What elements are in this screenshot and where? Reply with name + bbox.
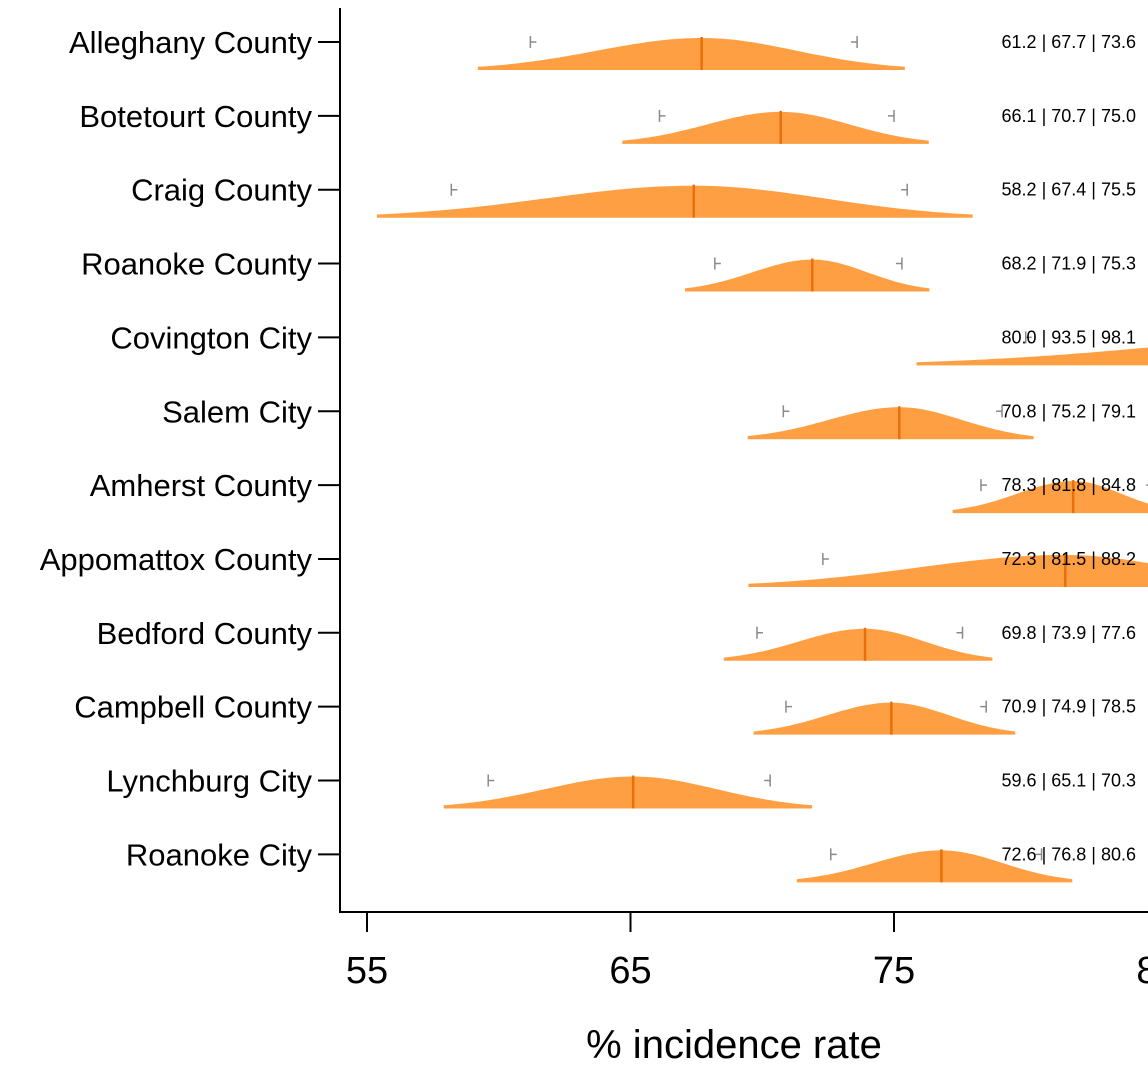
value-label: 69.8 | 73.9 | 77.6 — [1002, 623, 1136, 643]
ci-low-marker — [756, 626, 763, 639]
value-label: 68.2 | 71.9 | 75.3 — [1002, 254, 1136, 274]
ci-low-marker — [1025, 331, 1032, 344]
row-roanoke-city: Roanoke City 72.6 | 76.8 | 80.6 — [126, 837, 1136, 883]
category-label: Lynchburg City — [106, 764, 312, 799]
row-salem-city: Salem City 70.8 | 75.2 | 79.1 — [162, 394, 1136, 440]
x-tick-label: 65 — [609, 950, 651, 992]
category-label: Appomattox County — [40, 542, 313, 577]
row-appomattox-county: Appomattox County 72.3 | 81.5 | 88.2 — [40, 542, 1148, 587]
category-label: Campbell County — [74, 690, 312, 725]
ci-high-marker — [895, 257, 903, 270]
x-ticks: 5565758595 — [346, 912, 1148, 992]
category-label: Roanoke City — [126, 837, 313, 872]
ci-high-marker — [1035, 848, 1043, 861]
value-label: 66.1 | 70.7 | 75.0 — [1002, 106, 1136, 126]
ci-low-marker — [529, 36, 537, 48]
value-label: 70.9 | 74.9 | 78.5 — [1002, 697, 1136, 717]
value-label: 72.6 | 76.8 | 80.6 — [1002, 844, 1136, 864]
ci-low-marker — [782, 405, 790, 418]
density-shape — [376, 185, 973, 218]
row-botetourt-county: Botetourt County 66.1 | 70.7 | 75.0 — [79, 99, 1136, 144]
ci-low-marker — [450, 183, 458, 196]
category-label: Botetourt County — [79, 99, 312, 134]
x-tick-label: 55 — [346, 950, 388, 992]
value-label: 58.2 | 67.4 | 75.5 — [1002, 180, 1136, 200]
density-shape — [684, 259, 930, 292]
density-shape — [952, 481, 1148, 514]
category-label: Bedford County — [97, 616, 313, 651]
ci-high-marker — [956, 626, 964, 639]
row-amherst-county: Amherst County 78.3 | 81.8 | 84.8 — [90, 468, 1148, 514]
value-label: 78.3 | 81.8 | 84.8 — [1002, 475, 1136, 495]
density-shape — [622, 111, 929, 144]
density-shape — [916, 347, 1148, 366]
density-shape — [748, 555, 1148, 587]
row-lynchburg-city: Lynchburg City 59.6 | 65.1 | 70.3 — [106, 764, 1136, 809]
ci-high-marker — [996, 405, 1003, 418]
category-label: Salem City — [162, 394, 312, 429]
ci-high-marker — [764, 774, 771, 787]
density-shape — [723, 628, 993, 661]
ci-low-marker — [822, 552, 829, 565]
row-craig-county: Craig County 58.2 | 67.4 | 75.5 — [131, 173, 1136, 218]
category-label: Amherst County — [90, 468, 313, 503]
ci-high-marker — [980, 700, 987, 713]
chart-rows: Alleghany County 61.2 | 67.7 | 73.6 Boteto… — [40, 25, 1148, 883]
ci-high-marker — [1146, 484, 1148, 486]
category-label: Alleghany County — [69, 25, 312, 60]
value-label: 72.3 | 81.5 | 88.2 — [1002, 549, 1136, 569]
ci-low-marker — [714, 257, 721, 270]
row-roanoke-county: Roanoke County 68.2 | 71.9 | 75.3 — [81, 247, 1136, 292]
row-alleghany-county: Alleghany County 61.2 | 67.7 | 73.6 — [69, 25, 1136, 70]
value-label: 59.6 | 65.1 | 70.3 — [1002, 771, 1136, 791]
ci-high-marker — [901, 183, 908, 196]
ci-low-marker — [980, 479, 987, 492]
row-campbell-county: Campbell County 70.9 | 74.9 | 78.5 — [74, 690, 1136, 735]
category-label: Roanoke County — [81, 247, 312, 282]
density-shape — [747, 407, 1034, 440]
ci-high-marker — [851, 36, 858, 48]
value-label: 80.0 | 93.5 | 98.1 — [1002, 327, 1136, 347]
x-tick-label: 75 — [873, 950, 915, 992]
row-bedford-county: Bedford County 69.8 | 73.9 | 77.6 — [97, 616, 1136, 661]
x-axis-title: % incidence rate — [586, 1023, 882, 1065]
category-label: Craig County — [131, 173, 312, 208]
ci-low-marker — [785, 700, 792, 713]
row-covington-city: Covington City 80.0 | 93.5 | 98.1 — [110, 320, 1148, 366]
ci-low-marker — [658, 109, 666, 122]
x-tick-label: 85 — [1136, 950, 1148, 992]
density-shape — [443, 776, 813, 809]
axes — [339, 8, 1148, 913]
value-label: 70.8 | 75.2 | 79.1 — [1002, 401, 1136, 421]
density-shape — [753, 702, 1016, 735]
ci-high-marker — [888, 109, 895, 122]
ci-low-marker — [830, 848, 837, 861]
value-label: 61.2 | 67.7 | 73.6 — [1002, 32, 1136, 52]
density-shape — [796, 850, 1073, 883]
category-label: Covington City — [110, 320, 312, 355]
ci-low-marker — [487, 774, 495, 787]
density-shape — [477, 38, 905, 70]
